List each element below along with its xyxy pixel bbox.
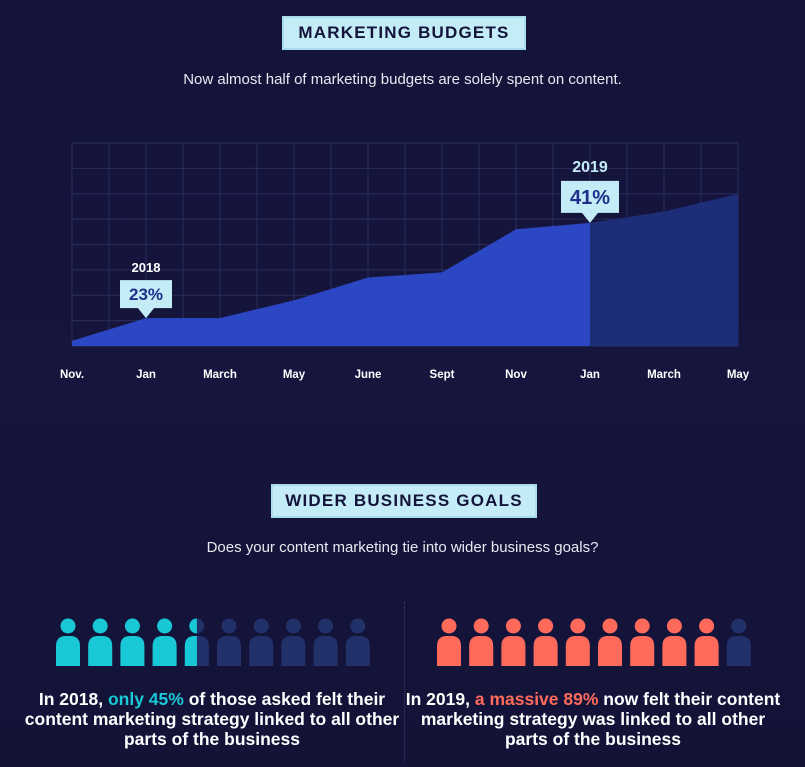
callout-value: 41% [570, 187, 610, 209]
callout-year: 2019 [572, 159, 608, 176]
person-icon [313, 618, 338, 666]
people-filled [56, 618, 197, 666]
people-icons-2019 [437, 618, 751, 666]
caption-2019-highlight: a massive 89% [474, 689, 599, 709]
x-tick-label: June [355, 369, 382, 381]
x-tick-label: March [647, 369, 681, 381]
x-tick-label: Nov. [60, 369, 84, 381]
person-icon-filled [56, 618, 80, 666]
panel-divider [404, 602, 405, 762]
x-tick-label: May [727, 369, 750, 381]
callout-box [120, 280, 172, 319]
marketing-budgets-title: MARKETING BUDGETS [282, 16, 526, 50]
caption-2019-rest: now felt their content marketing strateg… [420, 689, 781, 749]
person-icon-filled [437, 618, 461, 666]
business-goals-title: WIDER BUSINESS GOALS [271, 484, 537, 518]
person-icon [217, 618, 241, 666]
person-icon [281, 618, 306, 666]
marketing-budgets-subtitle: Now almost half of marketing budgets are… [183, 71, 622, 88]
area-projected [590, 193, 738, 346]
callout-value: 23% [129, 285, 163, 304]
caption-2018: In 2018, only 45% of those asked felt th… [22, 689, 402, 749]
person-icon-filled [501, 618, 526, 666]
callout-box [561, 180, 619, 223]
caption-2019-lead: In 2019, [405, 689, 475, 709]
person-icon-filled [694, 618, 719, 666]
caption-2019: In 2019, a massive 89% now felt their co… [403, 689, 783, 749]
callout-2018: 23% 2018 [120, 260, 172, 319]
area-actual [72, 222, 590, 346]
x-tick-label: May [283, 369, 306, 381]
caption-2018-rest: of those asked felt their content market… [24, 689, 400, 749]
person-icon-filled [630, 618, 655, 666]
business-goals-subtitle: Does your content marketing tie into wid… [206, 539, 599, 556]
person-icon-filled [120, 618, 145, 666]
person-icon-filled [565, 618, 590, 666]
person-icon [345, 618, 370, 666]
x-tick-label: Nov [505, 369, 527, 381]
person-icon [249, 618, 274, 666]
callout-year: 2018 [132, 260, 161, 275]
x-tick-label: Jan [580, 369, 600, 381]
person-icon-filled [88, 618, 113, 666]
person-icon-filled [469, 618, 494, 666]
x-tick-label: Jan [136, 369, 156, 381]
caption-2018-highlight: only 45% [107, 689, 184, 709]
budget-area-chart: Nov. Jan March May June Sept Nov Jan March May 23%… [60, 142, 750, 381]
x-tick-label: March [203, 369, 237, 381]
callout-2019: 41% 2019 [561, 159, 619, 223]
people-filled [437, 618, 719, 666]
person-icon-filled [152, 618, 177, 666]
person-icon-filled [662, 618, 687, 666]
person-icon-filled [184, 618, 197, 666]
person-icon-filled [533, 618, 558, 666]
caption-2018-lead: In 2018, [38, 689, 108, 709]
person-icon-filled [598, 618, 622, 666]
person-icon [726, 618, 751, 666]
people-icons-2018 [56, 618, 370, 666]
x-tick-label: Sept [430, 369, 455, 381]
